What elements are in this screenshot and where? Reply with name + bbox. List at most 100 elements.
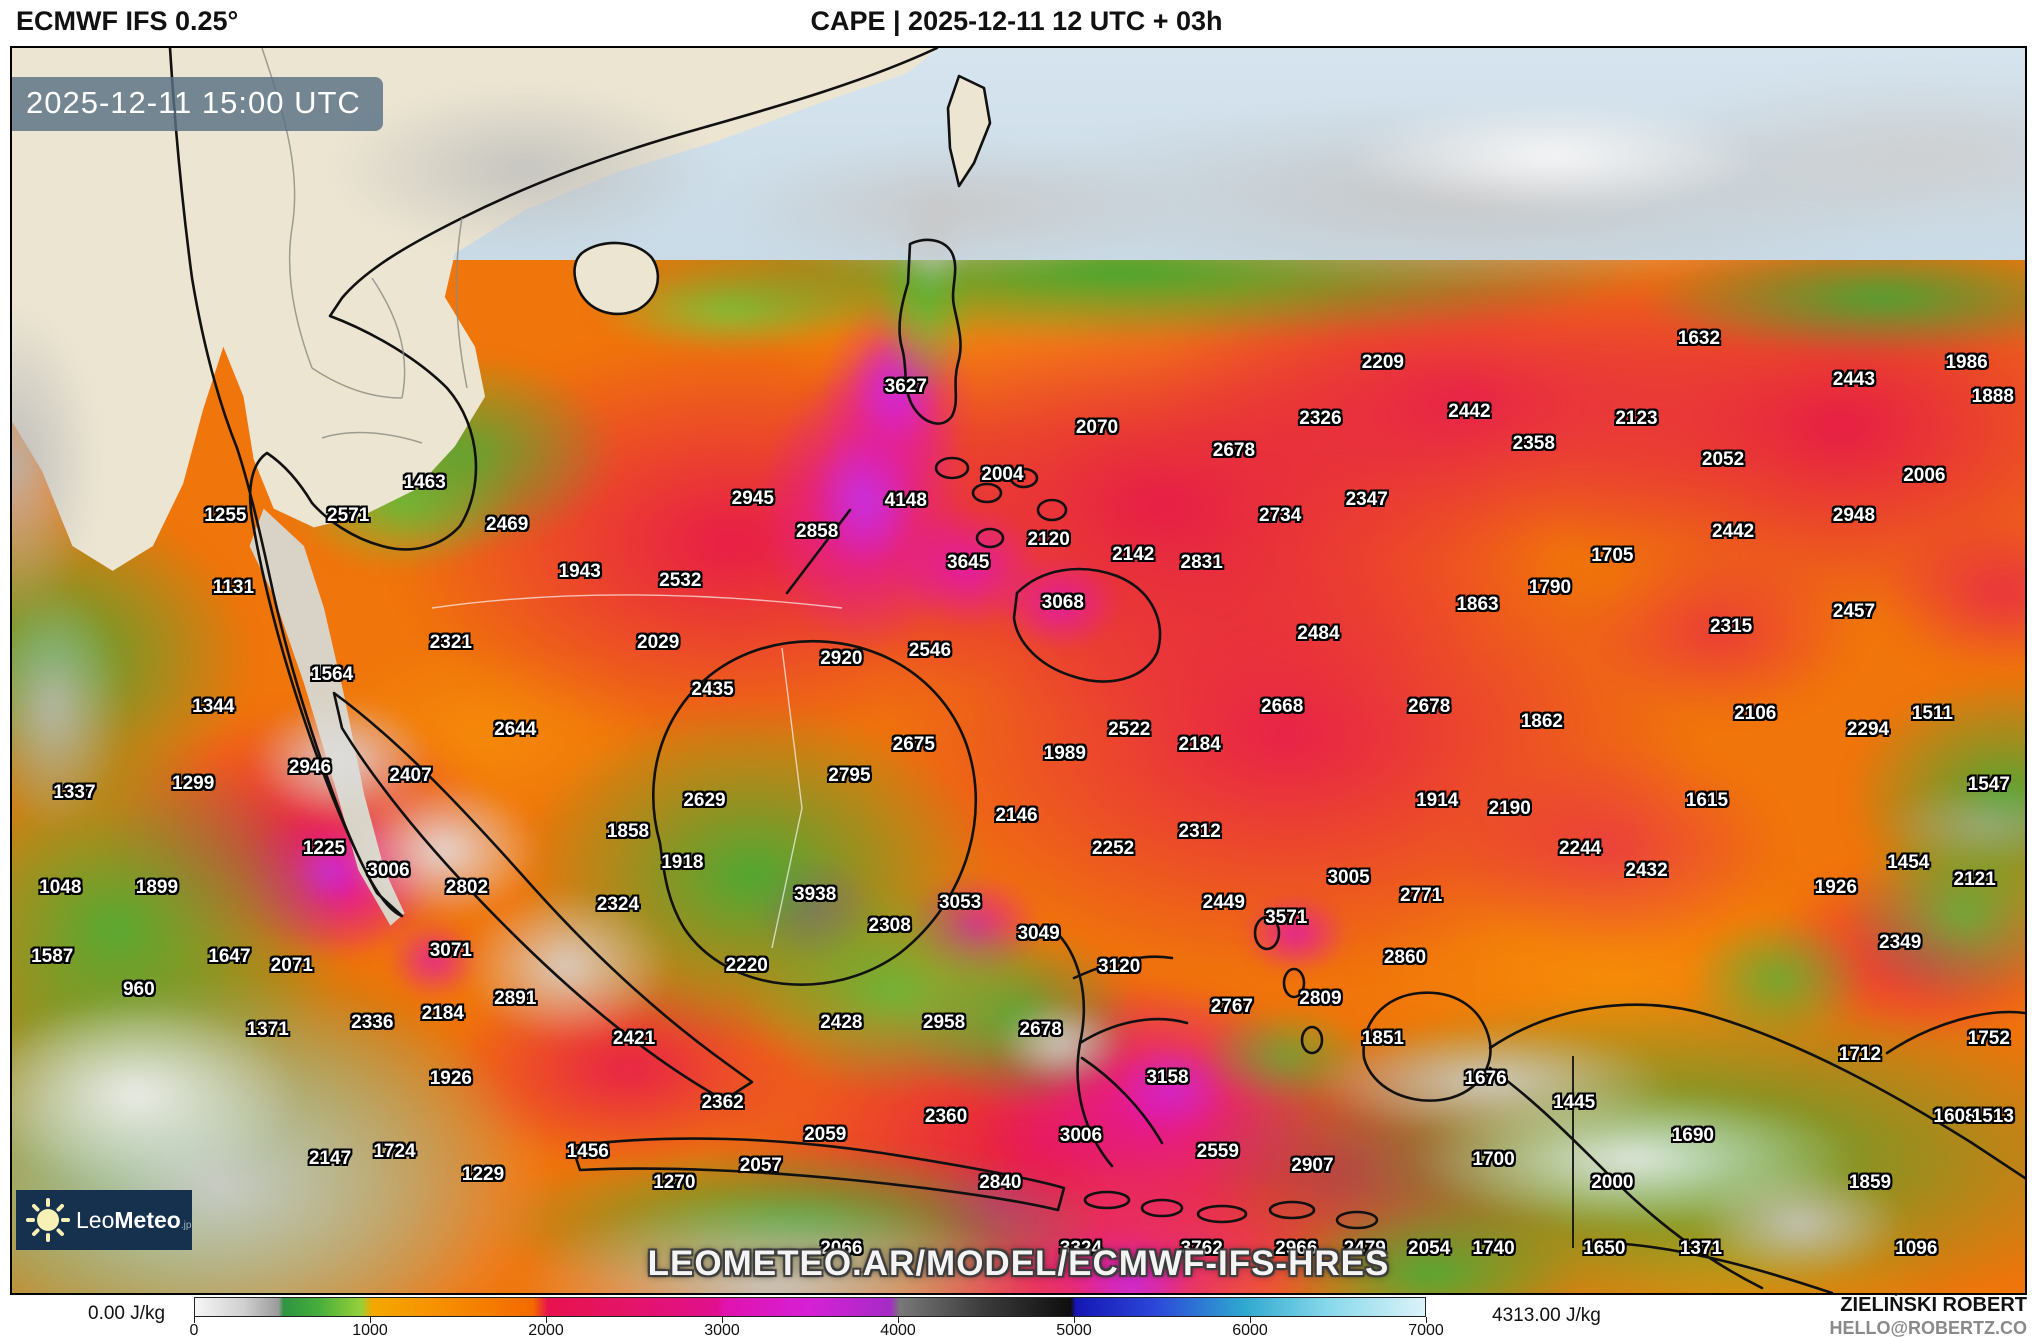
cape-value-label: 1752 <box>1967 1028 2010 1050</box>
cape-value-label: 1724 <box>373 1141 416 1163</box>
cape-value-label: 1899 <box>135 877 179 899</box>
cape-value-label: 2532 <box>659 569 702 591</box>
cape-value-label: 1229 <box>461 1163 505 1185</box>
cape-value-label: 1511 <box>1911 703 1954 725</box>
cape-value-label: 1096 <box>1895 1238 1938 1260</box>
cape-value-label: 1859 <box>1848 1172 1892 1194</box>
cape-value-label: 2734 <box>1259 505 1302 527</box>
cape-value-label: 1989 <box>1043 742 1086 764</box>
visayas-island <box>971 482 1003 504</box>
cape-value-label: 2840 <box>979 1172 1022 1194</box>
cape-value-label: 1445 <box>1552 1091 1596 1113</box>
cape-value-label: 2106 <box>1734 703 1777 725</box>
java-island <box>570 1137 1066 1212</box>
cape-value-label: 2546 <box>908 639 952 661</box>
cape-value-label: 1986 <box>1945 351 1988 373</box>
cape-value-label: 2347 <box>1345 488 1388 510</box>
cape-value-label: 1914 <box>1416 790 1459 812</box>
maritime-border <box>431 594 843 949</box>
cape-value-label: 2071 <box>270 954 313 976</box>
cape-colorbar <box>194 1297 1426 1317</box>
cape-value-label: 3762 <box>1180 1238 1223 1260</box>
colorbar-tick-label: 0 <box>189 1322 199 1337</box>
cape-value-label: 1676 <box>1464 1067 1507 1089</box>
cape-value-label: 1225 <box>302 837 346 859</box>
cape-value-label: 2678 <box>1212 440 1256 462</box>
colorbar-tick-label: 1000 <box>352 1322 388 1337</box>
lesser-sunda-island <box>1268 1200 1316 1220</box>
visayas-island <box>934 456 970 480</box>
cape-value-label: 2315 <box>1709 615 1753 637</box>
cape-value-label: 2184 <box>1178 734 1221 756</box>
cape-value-label: 2029 <box>637 632 680 654</box>
cape-value-label: 3645 <box>947 552 990 574</box>
cape-value-label: 2070 <box>1075 416 1119 438</box>
cape-value-label: 1851 <box>1361 1028 1404 1050</box>
cape-value-label: 2244 <box>1558 837 1602 859</box>
cape-value-label: 2220 <box>725 954 768 976</box>
colorbar-tick-label: 4000 <box>880 1322 916 1337</box>
cape-value-label: 2349 <box>1879 932 1922 954</box>
cape-value-label: 2059 <box>804 1123 847 1145</box>
cape-value-label: 1371 <box>246 1019 289 1041</box>
cape-value-label: 2675 <box>892 734 935 756</box>
borneo-island <box>652 639 978 986</box>
cape-value-label: 1454 <box>1887 852 1930 874</box>
colorbar-tick-label: 5000 <box>1056 1322 1092 1337</box>
cape-value-label: 2559 <box>1196 1141 1239 1163</box>
lesser-sunda-island <box>1083 1190 1131 1210</box>
cape-value-label: 1632 <box>1677 328 1721 350</box>
cape-value-label: 1863 <box>1456 593 1499 615</box>
cape-value-label: 2571 <box>327 505 370 527</box>
cape-value-label: 1299 <box>172 772 215 794</box>
cape-value-label: 2469 <box>486 513 529 535</box>
colorbar-tick-label: 7000 <box>1408 1322 1444 1337</box>
cape-labels-layer: 3627 2070 2326 2678 2004 2945 4148 2734 2858 2120… <box>12 48 2025 1293</box>
cape-value-label: 1587 <box>31 945 74 967</box>
lesser-sunda-island <box>1196 1204 1248 1224</box>
cape-value-label: 3071 <box>429 939 472 961</box>
cape-value-label: 2190 <box>1488 797 1531 819</box>
colorbar-max-value: 4313.00 J/kg <box>1492 1305 1601 1326</box>
cape-value-label: 2066 <box>820 1238 863 1260</box>
cape-value-label: 1705 <box>1591 544 1634 566</box>
colorbar-tickmark <box>1426 1317 1427 1323</box>
cape-value-label: 2809 <box>1299 988 1342 1010</box>
hainan-island <box>573 241 660 316</box>
cape-value-label: 2052 <box>1701 449 1745 471</box>
cape-value-label: 3571 <box>1265 907 1308 929</box>
cape-value-label: 1270 <box>653 1172 696 1194</box>
cape-value-label: 2442 <box>1711 521 1755 543</box>
cape-value-label: 1700 <box>1472 1148 1515 1170</box>
palawan-island <box>785 508 852 595</box>
luzon-island <box>898 238 962 425</box>
colorbar-tick-label: 3000 <box>704 1322 740 1337</box>
watermark-text: LEOMETEO.AR/MODEL/ECMWF-IFS-HRES <box>647 1244 1390 1283</box>
lesser-sunda-island <box>1335 1210 1379 1230</box>
cape-value-label: 2054 <box>1408 1238 1451 1260</box>
cape-value-label: 1255 <box>204 505 247 527</box>
colorbar-tickmark <box>1250 1317 1251 1323</box>
cape-value-label: 3006 <box>1059 1125 1103 1147</box>
cape-value-label: 2336 <box>351 1011 394 1033</box>
page-title: CAPE | 2025-12-11 12 UTC + 03h <box>810 6 1223 36</box>
cape-value-label: 2948 <box>1832 505 1876 527</box>
cape-value-label: 2966 <box>1275 1238 1318 1260</box>
cape-value-label: 4148 <box>884 490 927 512</box>
cape-value-label: 2678 <box>1408 695 1451 717</box>
cape-value-label: 1456 <box>566 1141 609 1163</box>
cape-value-label: 1371 <box>1679 1238 1723 1260</box>
cape-value-label: 2946 <box>288 756 332 778</box>
visayas-island <box>1036 498 1068 522</box>
cape-value-label: 2312 <box>1178 821 1221 843</box>
cape-map: 3627 2070 2326 2678 2004 2945 4148 2734 2858 2120… <box>10 46 2027 1295</box>
cape-value-label: 1862 <box>1520 710 1564 732</box>
cape-value-label: 1888 <box>1971 385 2014 407</box>
cape-value-label: 2000 <box>1591 1172 1634 1194</box>
cape-value-label: 2860 <box>1383 947 1427 969</box>
cape-value-label: 2891 <box>494 988 537 1010</box>
cape-value-label: 2360 <box>924 1106 968 1128</box>
cape-value-label: 2457 <box>1832 600 1876 622</box>
cape-value-label: 2006 <box>1903 465 1946 487</box>
cape-value-label: 2432 <box>1625 859 1668 881</box>
